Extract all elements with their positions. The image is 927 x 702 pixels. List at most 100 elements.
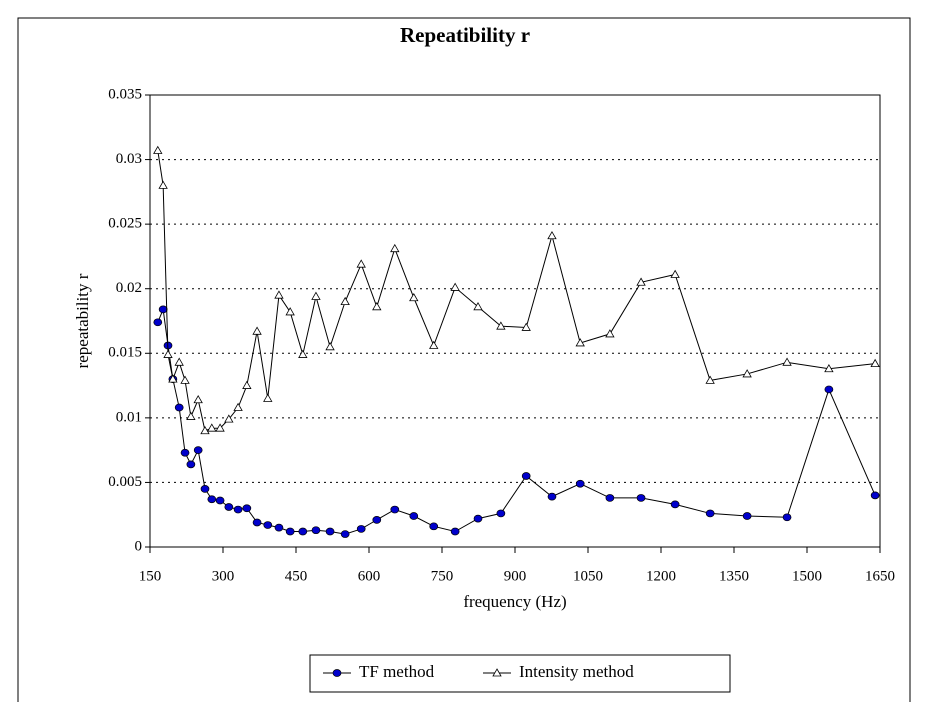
x-axis-label: frequency (Hz) [463,592,566,611]
data-point [274,290,284,299]
data-point [496,509,506,518]
data-point [409,292,419,302]
data-point [870,491,880,500]
y-axis-label: repeatability r [73,273,92,368]
data-point [163,349,173,358]
data-point [168,374,178,383]
data-point [252,518,262,527]
legend-marker [492,668,502,677]
data-point [207,495,217,504]
data-point [158,305,168,314]
data-point [605,329,615,338]
data-point [311,291,321,300]
data-point [605,494,615,502]
data-point [636,277,646,286]
data-point [200,485,210,493]
data-point [575,338,585,347]
data-point [285,307,295,316]
data-point [575,479,585,488]
x-tick-label: 600 [358,568,381,584]
data-point [285,527,295,536]
data-point [547,492,557,501]
data-point [207,423,217,432]
data-point [200,425,210,435]
data-point [705,509,715,518]
x-tick-label: 900 [504,568,527,584]
data-point [547,230,557,240]
data-point [824,363,834,373]
x-tick-label: 150 [139,568,162,584]
x-tick-label: 1650 [865,568,895,584]
data-point [263,521,273,529]
data-point [193,446,203,454]
data-point [390,243,400,253]
data-point [450,527,460,536]
data-point [311,526,321,535]
y-tick-label: 0.015 [108,345,142,361]
y-tick-label: 0.03 [116,151,142,167]
legend-marker [332,669,342,677]
data-point [242,504,252,513]
data-point [233,402,243,411]
data-point [233,505,243,514]
x-tick-label: 1350 [719,568,749,584]
chart-title: Repeatibility r [400,23,530,47]
data-point [174,403,184,412]
x-tick-label: 750 [431,568,454,584]
legend [309,654,731,693]
data-point [298,349,308,358]
data-point [153,318,163,327]
y-tick-label: 0.025 [108,216,142,232]
data-point [870,358,880,368]
data-point [356,259,366,268]
data-point [705,375,715,384]
data-point [636,494,646,502]
data-point [274,523,284,532]
data-point [521,472,531,480]
y-tick-label: 0.01 [116,409,142,425]
data-point [186,460,196,469]
data-point [298,527,308,536]
data-point [158,180,168,189]
data-point [193,394,203,404]
x-tick-label: 1050 [573,568,603,584]
data-point [325,527,335,536]
data-point [252,326,262,335]
x-tick-label: 300 [212,568,235,584]
y-tick-label: 0.005 [108,474,142,490]
x-tick-label: 450 [285,568,308,584]
data-point [409,512,419,520]
data-point [153,145,163,154]
data-point [670,500,680,509]
y-tick-label: 0.035 [108,86,142,102]
data-point [224,503,234,511]
data-point [224,414,234,423]
data-point [429,340,439,349]
data-point [180,375,190,384]
x-tick-label: 1200 [646,568,676,584]
data-point [242,380,252,389]
data-point [742,512,752,520]
data-point [186,411,196,420]
data-point [473,514,483,523]
data-point [356,525,366,533]
data-point [180,448,190,457]
x-tick-label: 1500 [792,568,822,584]
data-point [340,296,350,306]
y-tick-label: 0 [135,538,143,554]
data-point [450,282,460,291]
plot-area [149,94,881,548]
data-point [496,321,506,330]
data-point [670,269,680,278]
data-point [263,393,273,402]
data-point [174,357,184,366]
data-point [782,357,792,366]
data-point [742,369,752,378]
data-point [429,522,439,531]
data-point [782,513,792,522]
data-point [215,423,225,432]
data-point [372,516,382,524]
data-point [521,322,531,331]
data-point [473,301,483,311]
